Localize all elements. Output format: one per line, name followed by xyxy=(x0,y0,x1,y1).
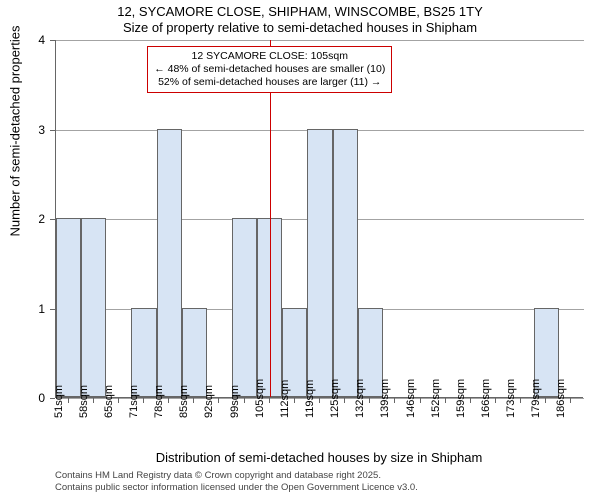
xtick-mark xyxy=(168,398,169,403)
title-line-2: Size of property relative to semi-detach… xyxy=(0,20,600,36)
histogram-bar xyxy=(307,129,332,398)
xtick-mark xyxy=(143,398,144,403)
xtick-mark xyxy=(369,398,370,403)
ytick-label: 1 xyxy=(15,302,45,316)
chart-container: 12, SYCAMORE CLOSE, SHIPHAM, WINSCOMBE, … xyxy=(0,0,600,500)
histogram-bar xyxy=(182,308,207,398)
histogram-bar xyxy=(56,218,81,397)
xtick-mark xyxy=(294,398,295,403)
x-axis-label: Distribution of semi-detached houses by … xyxy=(55,450,583,465)
xtick-mark xyxy=(319,398,320,403)
xtick-mark xyxy=(93,398,94,403)
info-box-line: 12 SYCAMORE CLOSE: 105sqm xyxy=(154,50,385,63)
xtick-mark xyxy=(344,398,345,403)
footer-line-1: Contains HM Land Registry data © Crown c… xyxy=(55,470,583,482)
ytick-mark xyxy=(50,130,55,131)
xtick-mark xyxy=(470,398,471,403)
xtick-mark xyxy=(570,398,571,403)
footer-line-2: Contains public sector information licen… xyxy=(55,482,583,494)
ytick-label: 0 xyxy=(15,391,45,405)
xtick-mark xyxy=(520,398,521,403)
histogram-bar xyxy=(333,129,358,398)
gridline xyxy=(56,40,584,41)
info-box-line: 52% of semi-detached houses are larger (… xyxy=(154,76,385,89)
info-box: 12 SYCAMORE CLOSE: 105sqm← 48% of semi-d… xyxy=(147,46,392,93)
xtick-mark xyxy=(495,398,496,403)
histogram-bar xyxy=(232,218,257,397)
xtick-mark xyxy=(269,398,270,403)
info-box-line: ← 48% of semi-detached houses are smalle… xyxy=(154,63,385,76)
xtick-mark xyxy=(445,398,446,403)
xtick-mark xyxy=(68,398,69,403)
xtick-mark xyxy=(545,398,546,403)
histogram-bar xyxy=(157,129,182,398)
xtick-mark xyxy=(218,398,219,403)
xtick-mark xyxy=(244,398,245,403)
xtick-mark xyxy=(193,398,194,403)
ytick-mark xyxy=(50,309,55,310)
ytick-mark xyxy=(50,219,55,220)
footer: Contains HM Land Registry data © Crown c… xyxy=(55,470,583,494)
title-block: 12, SYCAMORE CLOSE, SHIPHAM, WINSCOMBE, … xyxy=(0,4,600,35)
marker-line xyxy=(270,40,271,397)
xtick-mark xyxy=(394,398,395,403)
ytick-mark xyxy=(50,40,55,41)
histogram-bar xyxy=(131,308,156,398)
xtick-mark xyxy=(118,398,119,403)
plot-area: 12 SYCAMORE CLOSE: 105sqm← 48% of semi-d… xyxy=(55,40,583,398)
ytick-label: 3 xyxy=(15,123,45,137)
ytick-label: 4 xyxy=(15,33,45,47)
histogram-bar xyxy=(81,218,106,397)
ytick-label: 2 xyxy=(15,212,45,226)
title-line-1: 12, SYCAMORE CLOSE, SHIPHAM, WINSCOMBE, … xyxy=(0,4,600,20)
xtick-mark xyxy=(420,398,421,403)
